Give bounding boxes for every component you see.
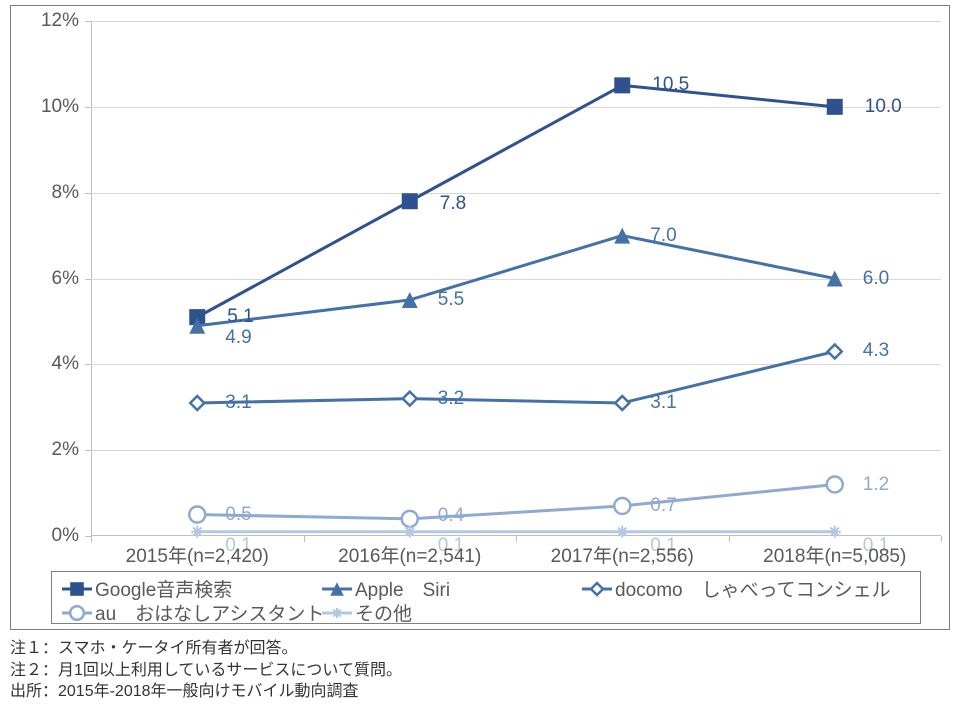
data-label: 10.0 — [865, 96, 902, 118]
legend-marker — [62, 603, 92, 623]
data-label: 1.2 — [863, 474, 889, 496]
series-marker — [829, 526, 841, 538]
data-label: 4.9 — [225, 327, 251, 349]
data-label: 0.5 — [225, 504, 251, 526]
legend-label: その他 — [355, 599, 412, 626]
series-line — [197, 485, 835, 519]
series-marker — [616, 526, 628, 538]
series-marker — [827, 99, 843, 115]
x-tick-mark — [304, 536, 305, 542]
y-tick-label: 6% — [19, 268, 79, 290]
series-marker — [614, 498, 630, 514]
legend-item: その他 — [322, 599, 412, 626]
legend-item: au おはなしアシスタント — [62, 599, 324, 626]
series-marker — [189, 507, 205, 523]
line-chart: 5.1 7.8 10.5 10.0 4.9 5.5 7.0 6.0 3.1 3.2 3.1 4.3 0.… — [10, 5, 950, 630]
x-tick-mark — [91, 536, 92, 542]
series-marker — [191, 526, 203, 538]
x-tick-label: 2018年(n=5,085) — [735, 541, 935, 568]
series-marker — [827, 477, 843, 493]
legend-label: Google音声検索 — [95, 575, 232, 602]
series-marker — [615, 396, 629, 410]
footnote-3: 出所：2015年-2018年一般向けモバイル動向調査 — [10, 681, 402, 703]
series-svg — [91, 21, 941, 536]
legend-item: docomo しゃべってコンシェル — [582, 575, 891, 602]
series-line — [197, 351, 835, 403]
data-label: 10.5 — [652, 74, 689, 96]
series-marker — [403, 392, 417, 406]
y-tick-label: 0% — [19, 525, 79, 547]
series-marker — [402, 193, 418, 209]
data-label: 6.0 — [863, 268, 889, 290]
data-label: 0.7 — [650, 495, 676, 517]
legend-label: docomo しゃべってコンシェル — [615, 575, 891, 602]
y-tick-label: 8% — [19, 182, 79, 204]
legend-marker — [322, 579, 352, 599]
x-tick-label: 2016年(n=2,541) — [310, 541, 510, 568]
data-label: 3.1 — [650, 392, 676, 414]
data-label: 0.4 — [438, 505, 464, 527]
series-marker — [190, 396, 204, 410]
series-marker — [404, 526, 416, 538]
data-label: 3.2 — [438, 388, 464, 410]
footnotes: 注１：スマホ・ケータイ所有者が回答。 注２：月1回以上利用しているサービスについ… — [10, 638, 402, 703]
legend-marker — [582, 579, 612, 599]
legend-marker — [322, 603, 352, 623]
legend-label: Apple Siri — [355, 575, 450, 602]
legend-item: Apple Siri — [322, 575, 450, 602]
y-tick-label: 4% — [19, 353, 79, 375]
legend-item: Google音声検索 — [62, 575, 232, 602]
y-tick-label: 10% — [19, 96, 79, 118]
data-label: 5.1 — [227, 306, 253, 328]
data-label: 3.1 — [225, 392, 251, 414]
series-marker — [614, 77, 630, 93]
x-tick-mark — [729, 536, 730, 542]
y-tick-label: 12% — [19, 10, 79, 32]
footnote-1: 注１：スマホ・ケータイ所有者が回答。 — [10, 638, 402, 660]
plot-area: 5.1 7.8 10.5 10.0 4.9 5.5 7.0 6.0 3.1 3.2 3.1 4.3 0.… — [91, 21, 941, 536]
x-tick-mark — [516, 536, 517, 542]
legend-label: au おはなしアシスタント — [95, 599, 324, 626]
footnote-2: 注２：月1回以上利用しているサービスについて質問。 — [10, 660, 402, 682]
y-tick-label: 2% — [19, 439, 79, 461]
data-label: 7.0 — [650, 225, 676, 247]
x-tick-mark — [941, 536, 942, 542]
series-line — [197, 85, 835, 317]
series-marker — [828, 344, 842, 358]
data-label: 5.5 — [438, 289, 464, 311]
series-line — [197, 236, 835, 326]
x-tick-label: 2015年(n=2,420) — [97, 541, 297, 568]
series-marker — [402, 511, 418, 527]
legend-marker — [62, 579, 92, 599]
legend: Google音声検索 Apple Siri docomo しゃべってコンシェル au … — [51, 571, 921, 624]
data-label: 4.3 — [863, 340, 889, 362]
data-label: 7.8 — [440, 193, 466, 215]
x-tick-label: 2017年(n=2,556) — [522, 541, 722, 568]
